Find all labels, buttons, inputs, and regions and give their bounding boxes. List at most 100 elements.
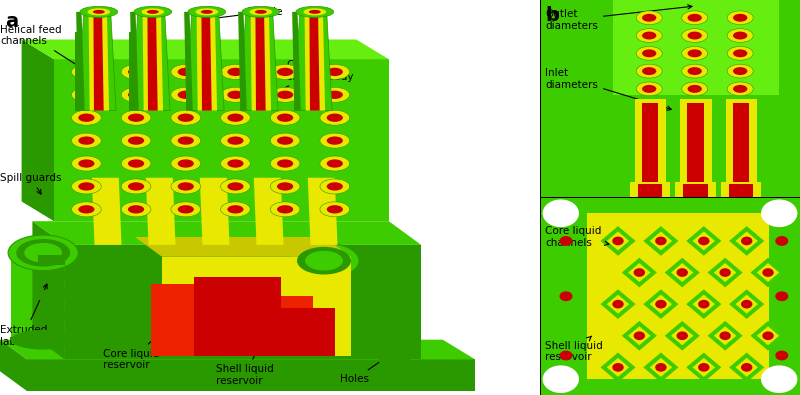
Ellipse shape	[687, 67, 702, 75]
Ellipse shape	[733, 49, 747, 57]
Ellipse shape	[270, 110, 300, 125]
Polygon shape	[130, 12, 138, 111]
Text: c: c	[546, 203, 557, 222]
Ellipse shape	[242, 6, 280, 17]
Ellipse shape	[122, 110, 151, 125]
Circle shape	[655, 363, 666, 372]
Polygon shape	[622, 258, 657, 288]
Ellipse shape	[188, 6, 226, 17]
Polygon shape	[146, 178, 175, 245]
Ellipse shape	[122, 87, 151, 102]
Polygon shape	[643, 352, 678, 382]
Polygon shape	[292, 261, 357, 340]
Text: Conical
emitter body: Conical emitter body	[274, 60, 354, 93]
Polygon shape	[686, 352, 722, 382]
Circle shape	[741, 363, 753, 372]
Ellipse shape	[682, 11, 708, 24]
Polygon shape	[92, 178, 122, 245]
Ellipse shape	[178, 91, 194, 99]
Ellipse shape	[682, 82, 708, 96]
Ellipse shape	[171, 133, 201, 148]
Polygon shape	[628, 263, 650, 282]
Polygon shape	[680, 99, 712, 198]
Polygon shape	[735, 231, 758, 250]
Polygon shape	[292, 12, 301, 111]
Ellipse shape	[277, 205, 294, 214]
Polygon shape	[202, 12, 212, 111]
Polygon shape	[0, 340, 27, 391]
Ellipse shape	[221, 133, 250, 148]
Polygon shape	[250, 12, 271, 111]
Circle shape	[698, 237, 710, 245]
Ellipse shape	[24, 243, 62, 263]
Ellipse shape	[326, 205, 343, 214]
Ellipse shape	[78, 137, 94, 145]
Circle shape	[542, 365, 579, 393]
Text: Nozzle: Nozzle	[206, 7, 283, 21]
Text: b: b	[546, 6, 559, 25]
Polygon shape	[200, 178, 230, 245]
Ellipse shape	[122, 64, 151, 79]
Circle shape	[775, 292, 788, 301]
Ellipse shape	[727, 82, 754, 96]
Ellipse shape	[78, 159, 94, 167]
Ellipse shape	[289, 243, 359, 278]
Text: Spill guards: Spill guards	[0, 173, 62, 194]
Polygon shape	[76, 12, 85, 111]
Ellipse shape	[221, 202, 250, 217]
Ellipse shape	[320, 64, 350, 79]
Polygon shape	[606, 358, 630, 377]
Ellipse shape	[178, 68, 194, 76]
Ellipse shape	[87, 8, 110, 15]
Ellipse shape	[221, 156, 250, 171]
Ellipse shape	[733, 85, 747, 93]
Ellipse shape	[636, 64, 662, 78]
Text: Shell liquid
reservoir: Shell liquid reservoir	[216, 327, 274, 386]
Ellipse shape	[277, 114, 294, 122]
Ellipse shape	[277, 137, 294, 145]
Polygon shape	[142, 12, 163, 111]
Ellipse shape	[227, 205, 243, 214]
Ellipse shape	[221, 110, 250, 125]
Ellipse shape	[727, 11, 754, 24]
Circle shape	[719, 331, 731, 340]
Circle shape	[761, 365, 798, 393]
Ellipse shape	[171, 179, 201, 194]
Ellipse shape	[80, 6, 118, 17]
Ellipse shape	[320, 133, 350, 148]
Polygon shape	[693, 231, 715, 250]
Ellipse shape	[277, 159, 294, 167]
Polygon shape	[0, 340, 475, 359]
Ellipse shape	[309, 10, 321, 14]
Polygon shape	[129, 32, 133, 111]
Ellipse shape	[221, 64, 250, 79]
Ellipse shape	[122, 202, 151, 217]
Ellipse shape	[71, 156, 102, 171]
Ellipse shape	[733, 14, 747, 22]
Ellipse shape	[292, 330, 357, 350]
Polygon shape	[0, 0, 540, 395]
Polygon shape	[665, 258, 700, 288]
Polygon shape	[622, 321, 657, 351]
Circle shape	[761, 199, 798, 227]
Ellipse shape	[78, 114, 94, 122]
Ellipse shape	[171, 156, 201, 171]
Circle shape	[741, 237, 753, 245]
Ellipse shape	[195, 8, 218, 15]
Ellipse shape	[78, 205, 94, 214]
Polygon shape	[643, 289, 678, 319]
Ellipse shape	[320, 202, 350, 217]
Circle shape	[612, 237, 624, 245]
Ellipse shape	[270, 87, 300, 102]
Ellipse shape	[270, 156, 300, 171]
Ellipse shape	[221, 179, 250, 194]
Polygon shape	[650, 295, 672, 314]
Polygon shape	[638, 184, 662, 198]
Polygon shape	[89, 12, 109, 111]
Polygon shape	[197, 12, 217, 111]
Ellipse shape	[320, 87, 350, 102]
Ellipse shape	[326, 91, 343, 99]
Ellipse shape	[303, 8, 326, 15]
Ellipse shape	[128, 159, 144, 167]
Ellipse shape	[326, 159, 343, 167]
